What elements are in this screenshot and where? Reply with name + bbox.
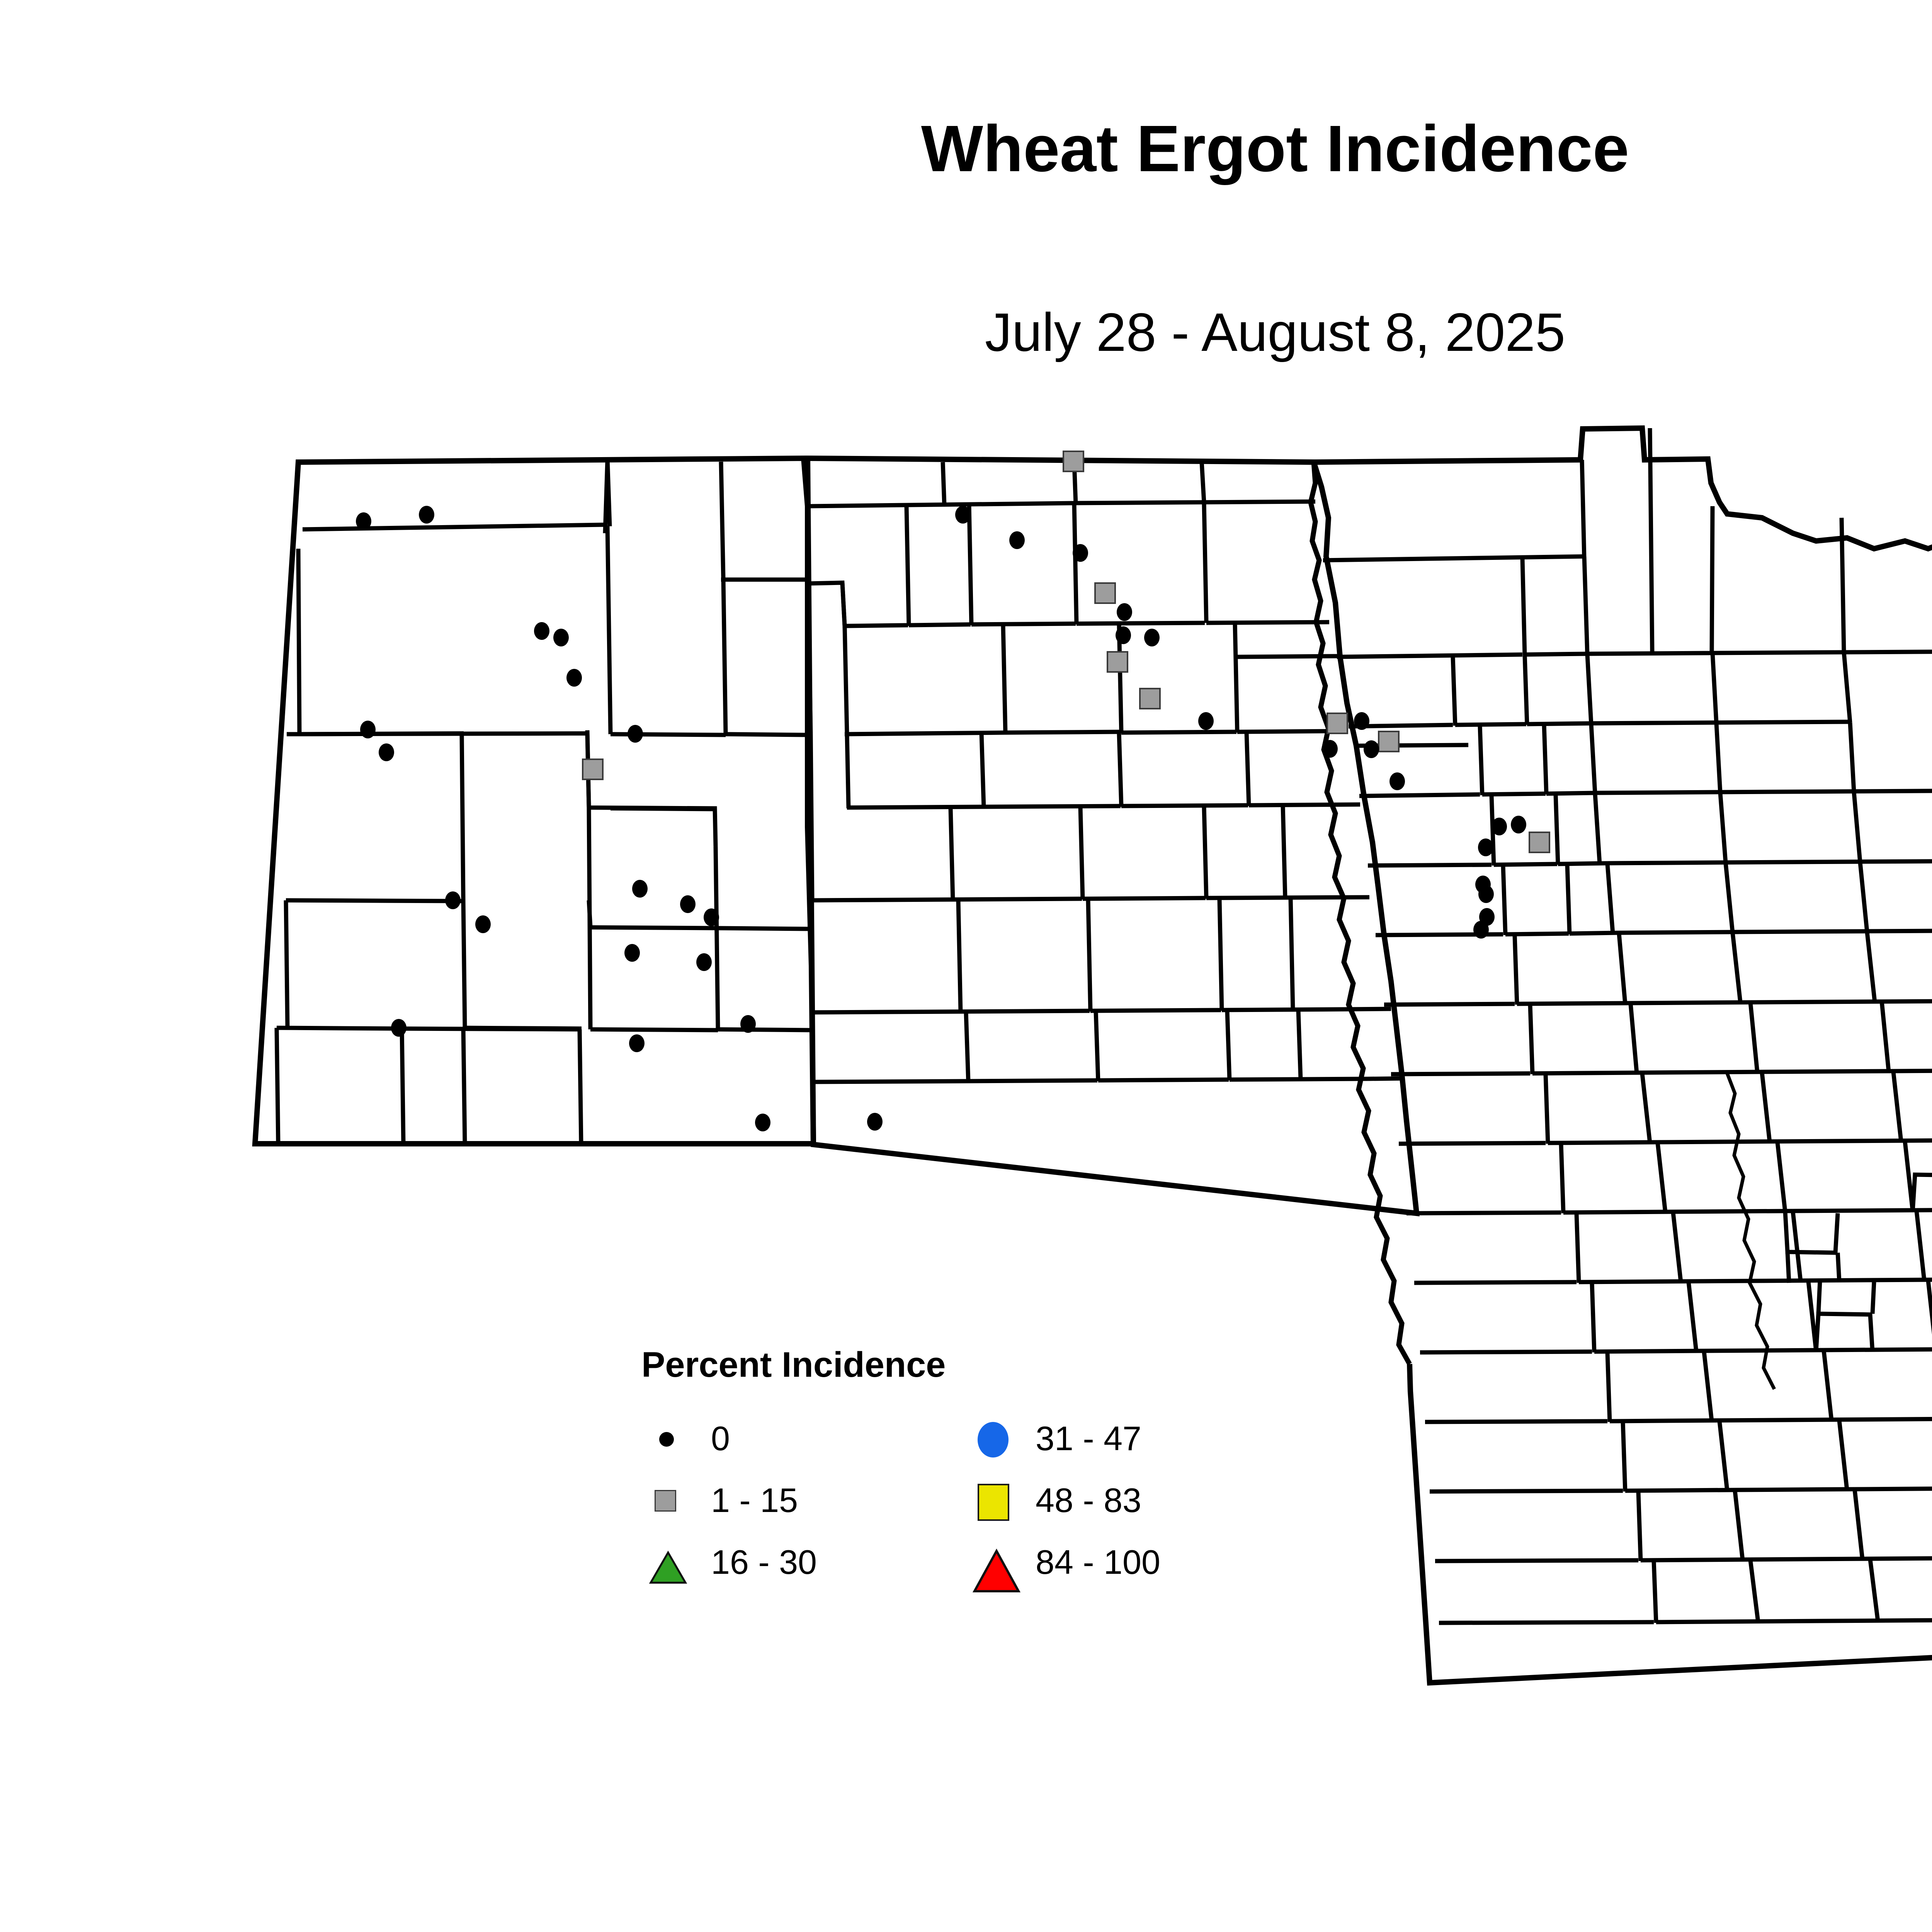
- page-title: Wheat Ergot Incidence: [921, 112, 1629, 185]
- data-point-marker: [1094, 582, 1116, 604]
- legend-label-1-15: 1 - 15: [711, 1481, 798, 1519]
- legend-item-1-15[interactable]: 1 - 15: [641, 1472, 842, 1534]
- legend-column-right: 31 - 47 48 - 83 84 - 100: [966, 1410, 1167, 1596]
- legend-label-48-83: 48 - 83: [1036, 1481, 1141, 1519]
- legend-label-16-30: 16 - 30: [711, 1543, 817, 1581]
- legend-symbol-gray-square-icon: [641, 1472, 699, 1530]
- legend-item-84-100[interactable]: 84 - 100: [966, 1534, 1167, 1596]
- data-point-marker: [740, 1015, 756, 1033]
- legend-symbol-blue-circle-icon: [966, 1410, 1024, 1468]
- page-subtitle: July 28 - August 8, 2025: [985, 302, 1566, 362]
- data-point-marker: [356, 512, 371, 530]
- data-point-marker: [534, 622, 549, 640]
- legend-label-31-47: 31 - 47: [1036, 1419, 1141, 1458]
- legend-symbol-red-triangle-icon: [966, 1534, 1024, 1592]
- data-point-marker: [867, 1113, 883, 1131]
- data-point-marker: [1529, 832, 1550, 853]
- legend-item-31-47[interactable]: 31 - 47: [966, 1410, 1167, 1472]
- data-point-marker: [704, 908, 719, 926]
- legend-title: Percent Incidence: [641, 1345, 946, 1384]
- data-point-marker: [379, 743, 394, 761]
- legend-item-48-83[interactable]: 48 - 83: [966, 1472, 1167, 1534]
- data-point-marker: [1378, 731, 1400, 752]
- data-point-marker: [755, 1114, 770, 1131]
- legend-column-left: 0 1 - 15 16 - 30: [641, 1410, 842, 1596]
- data-point-marker: [1107, 651, 1128, 673]
- data-point-marker: [1389, 772, 1405, 790]
- data-point-marker: [1473, 921, 1489, 939]
- legend-symbol-yellow-square-icon: [966, 1472, 1024, 1530]
- data-point-marker: [628, 725, 643, 743]
- data-point-marker: [629, 1034, 645, 1052]
- data-point-marker: [955, 506, 971, 524]
- data-point-marker: [582, 759, 604, 780]
- data-point-marker: [1063, 451, 1084, 472]
- data-point-marker: [445, 891, 461, 909]
- data-point-marker: [1327, 713, 1348, 734]
- data-point-marker: [1116, 626, 1131, 644]
- legend-symbol-black-circle-icon: [641, 1410, 699, 1468]
- data-point-marker: [1198, 712, 1214, 730]
- data-point-marker: [1511, 816, 1526, 833]
- data-point-marker: [680, 895, 696, 913]
- data-point-marker: [632, 880, 648, 898]
- data-point-marker: [1354, 712, 1369, 730]
- data-point-marker: [1139, 688, 1161, 709]
- data-point-marker: [553, 629, 569, 646]
- data-point-marker: [1117, 603, 1132, 621]
- legend-item-0[interactable]: 0: [641, 1410, 842, 1472]
- data-point-marker: [419, 506, 434, 524]
- data-point-marker: [360, 721, 376, 738]
- data-point-marker: [1144, 629, 1160, 646]
- data-point-marker: [1478, 838, 1493, 856]
- legend-item-16-30[interactable]: 16 - 30: [641, 1534, 842, 1596]
- data-point-marker: [1009, 531, 1025, 549]
- data-point-marker: [624, 944, 640, 962]
- data-point-marker: [566, 669, 582, 687]
- data-point-marker: [696, 953, 712, 971]
- legend-label-84-100: 84 - 100: [1036, 1543, 1160, 1581]
- data-point-marker: [1492, 818, 1507, 835]
- data-point-layer: [356, 451, 1550, 1131]
- data-point-marker: [391, 1019, 406, 1037]
- data-point-marker: [1073, 544, 1088, 562]
- legend-symbol-green-triangle-icon: [641, 1534, 699, 1592]
- data-point-marker: [1364, 740, 1379, 758]
- data-point-marker: [1322, 740, 1338, 758]
- legend: Percent Incidence 0 1 - 15: [641, 1345, 1160, 1615]
- data-point-marker: [1478, 885, 1494, 903]
- legend-label-0: 0: [711, 1419, 730, 1458]
- data-point-marker: [475, 915, 491, 933]
